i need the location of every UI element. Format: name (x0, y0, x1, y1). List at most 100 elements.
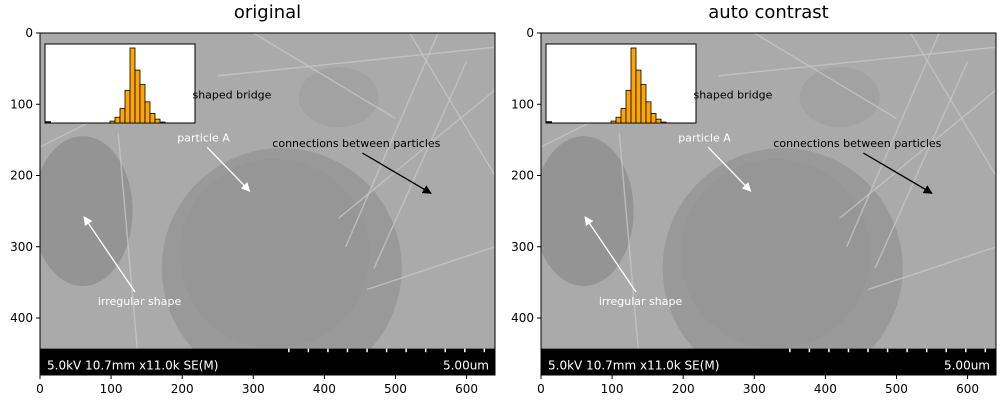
histogram-bar (149, 112, 156, 124)
annotation-arrow (707, 146, 752, 192)
scalebar-strip (541, 348, 996, 375)
scalebar-strip (40, 348, 495, 375)
annotation-label: connections between particles (272, 137, 440, 150)
annotation-arrow (83, 216, 136, 293)
histogram-bar (144, 101, 151, 124)
y-tick-label: 200 (511, 169, 534, 183)
annotation: particle A (177, 131, 251, 192)
particle-a (662, 148, 903, 375)
annotation-arrow (863, 152, 933, 194)
fibre (839, 89, 996, 219)
histogram-bar (124, 89, 131, 124)
fibre (217, 46, 495, 77)
inset-histogram (545, 43, 697, 124)
histogram-bar (650, 112, 657, 124)
x-tick-label: 600 (956, 382, 979, 396)
x-tick-label: 100 (601, 382, 624, 396)
x-tick-label: 200 (672, 382, 695, 396)
x-tick-label: 400 (313, 382, 336, 396)
histogram-bar (620, 108, 627, 124)
scalebar-info: 5.0kV 10.7mm x11.0k SE(M) (47, 358, 218, 372)
x-tick-label: 500 (885, 382, 908, 396)
fibre (618, 132, 642, 375)
histogram-bar (129, 47, 136, 124)
histogram-bar (109, 120, 116, 124)
annotation: irregular shape (584, 216, 683, 308)
x-tick-label: 100 (100, 382, 123, 396)
top-cluster (799, 67, 880, 128)
annotation-arrow (584, 216, 637, 293)
annotation-arrow (206, 146, 251, 192)
particle-a-highlight (179, 158, 370, 349)
y-tick-label: 400 (511, 311, 534, 325)
annotation-label: shaped bridge (192, 89, 271, 102)
chart-title: auto contrast (708, 2, 828, 23)
histogram-bar (655, 118, 662, 124)
scalebar-length: 5.00um (944, 358, 990, 372)
x-tick-label: 300 (743, 382, 766, 396)
histogram-bar (134, 69, 141, 124)
y-tick-label: 0 (526, 26, 534, 40)
fibre (874, 61, 969, 269)
histogram-bar (615, 116, 622, 124)
annotation: connections between particles (773, 137, 942, 194)
annotation: shaped bridge (192, 89, 271, 102)
annotation-label: particle A (177, 131, 230, 144)
histogram-bar (139, 84, 146, 124)
y-tick-label: 200 (10, 169, 33, 183)
plot-frame (540, 32, 997, 376)
histogram-bar (630, 47, 637, 124)
scalebar-info: 5.0kV 10.7mm x11.0k SE(M) (548, 358, 719, 372)
x-tick-label: 400 (814, 382, 837, 396)
annotation-label: connections between particles (773, 137, 941, 150)
histogram-bar (635, 69, 642, 124)
y-tick-label: 100 (511, 97, 534, 111)
x-tick-label: 200 (171, 382, 194, 396)
fibre (338, 89, 495, 219)
annotation: connections between particles (272, 137, 441, 194)
fibre (366, 246, 495, 291)
y-tick-label: 300 (10, 240, 33, 254)
annotation-label: shaped bridge (693, 89, 772, 102)
fibre (345, 33, 439, 248)
annotation-arrow (362, 152, 432, 194)
x-tick-label: 500 (384, 382, 407, 396)
irregular-cluster (40, 136, 133, 287)
annotation-label: irregular shape (98, 295, 182, 308)
fibre (867, 246, 996, 291)
scalebar-length: 5.00um (443, 358, 489, 372)
y-tick-label: 400 (10, 311, 33, 325)
irregular-cluster (541, 136, 634, 287)
chart-panel-1: original 5.0kV 10.7mm x11.0k SE(M) 5.00um p… (10, 2, 496, 396)
x-tick-label: 0 (36, 382, 44, 396)
annotation-label: particle A (678, 131, 731, 144)
y-tick-label: 300 (511, 240, 534, 254)
annotation: shaped bridge (693, 89, 772, 102)
histogram-bar (625, 89, 632, 124)
fibre (117, 132, 141, 375)
particle-a (161, 148, 402, 375)
annotation-label: irregular shape (599, 295, 683, 308)
x-tick-label: 0 (537, 382, 545, 396)
histogram-bar (119, 108, 126, 124)
fibre (846, 33, 940, 248)
y-tick-label: 0 (25, 26, 33, 40)
particle-a-highlight (680, 158, 871, 349)
histogram-bar (610, 120, 617, 124)
fibre (718, 46, 996, 77)
chart-title: original (234, 2, 301, 23)
fibre (910, 33, 996, 176)
plot-frame (39, 32, 496, 376)
histogram-bar (640, 84, 647, 124)
fibre (373, 61, 468, 269)
histogram-bar (114, 116, 121, 124)
histogram-bar (660, 121, 667, 124)
sem-image (40, 33, 495, 375)
x-tick-label: 300 (242, 382, 265, 396)
fibre (753, 33, 897, 120)
annotation: particle A (678, 131, 752, 192)
histogram-bar (159, 121, 166, 124)
chart-panel-2: auto contrast 5.0kV 10.7mm x11.0k SE(M) 5.… (511, 2, 997, 396)
top-cluster (298, 67, 379, 128)
